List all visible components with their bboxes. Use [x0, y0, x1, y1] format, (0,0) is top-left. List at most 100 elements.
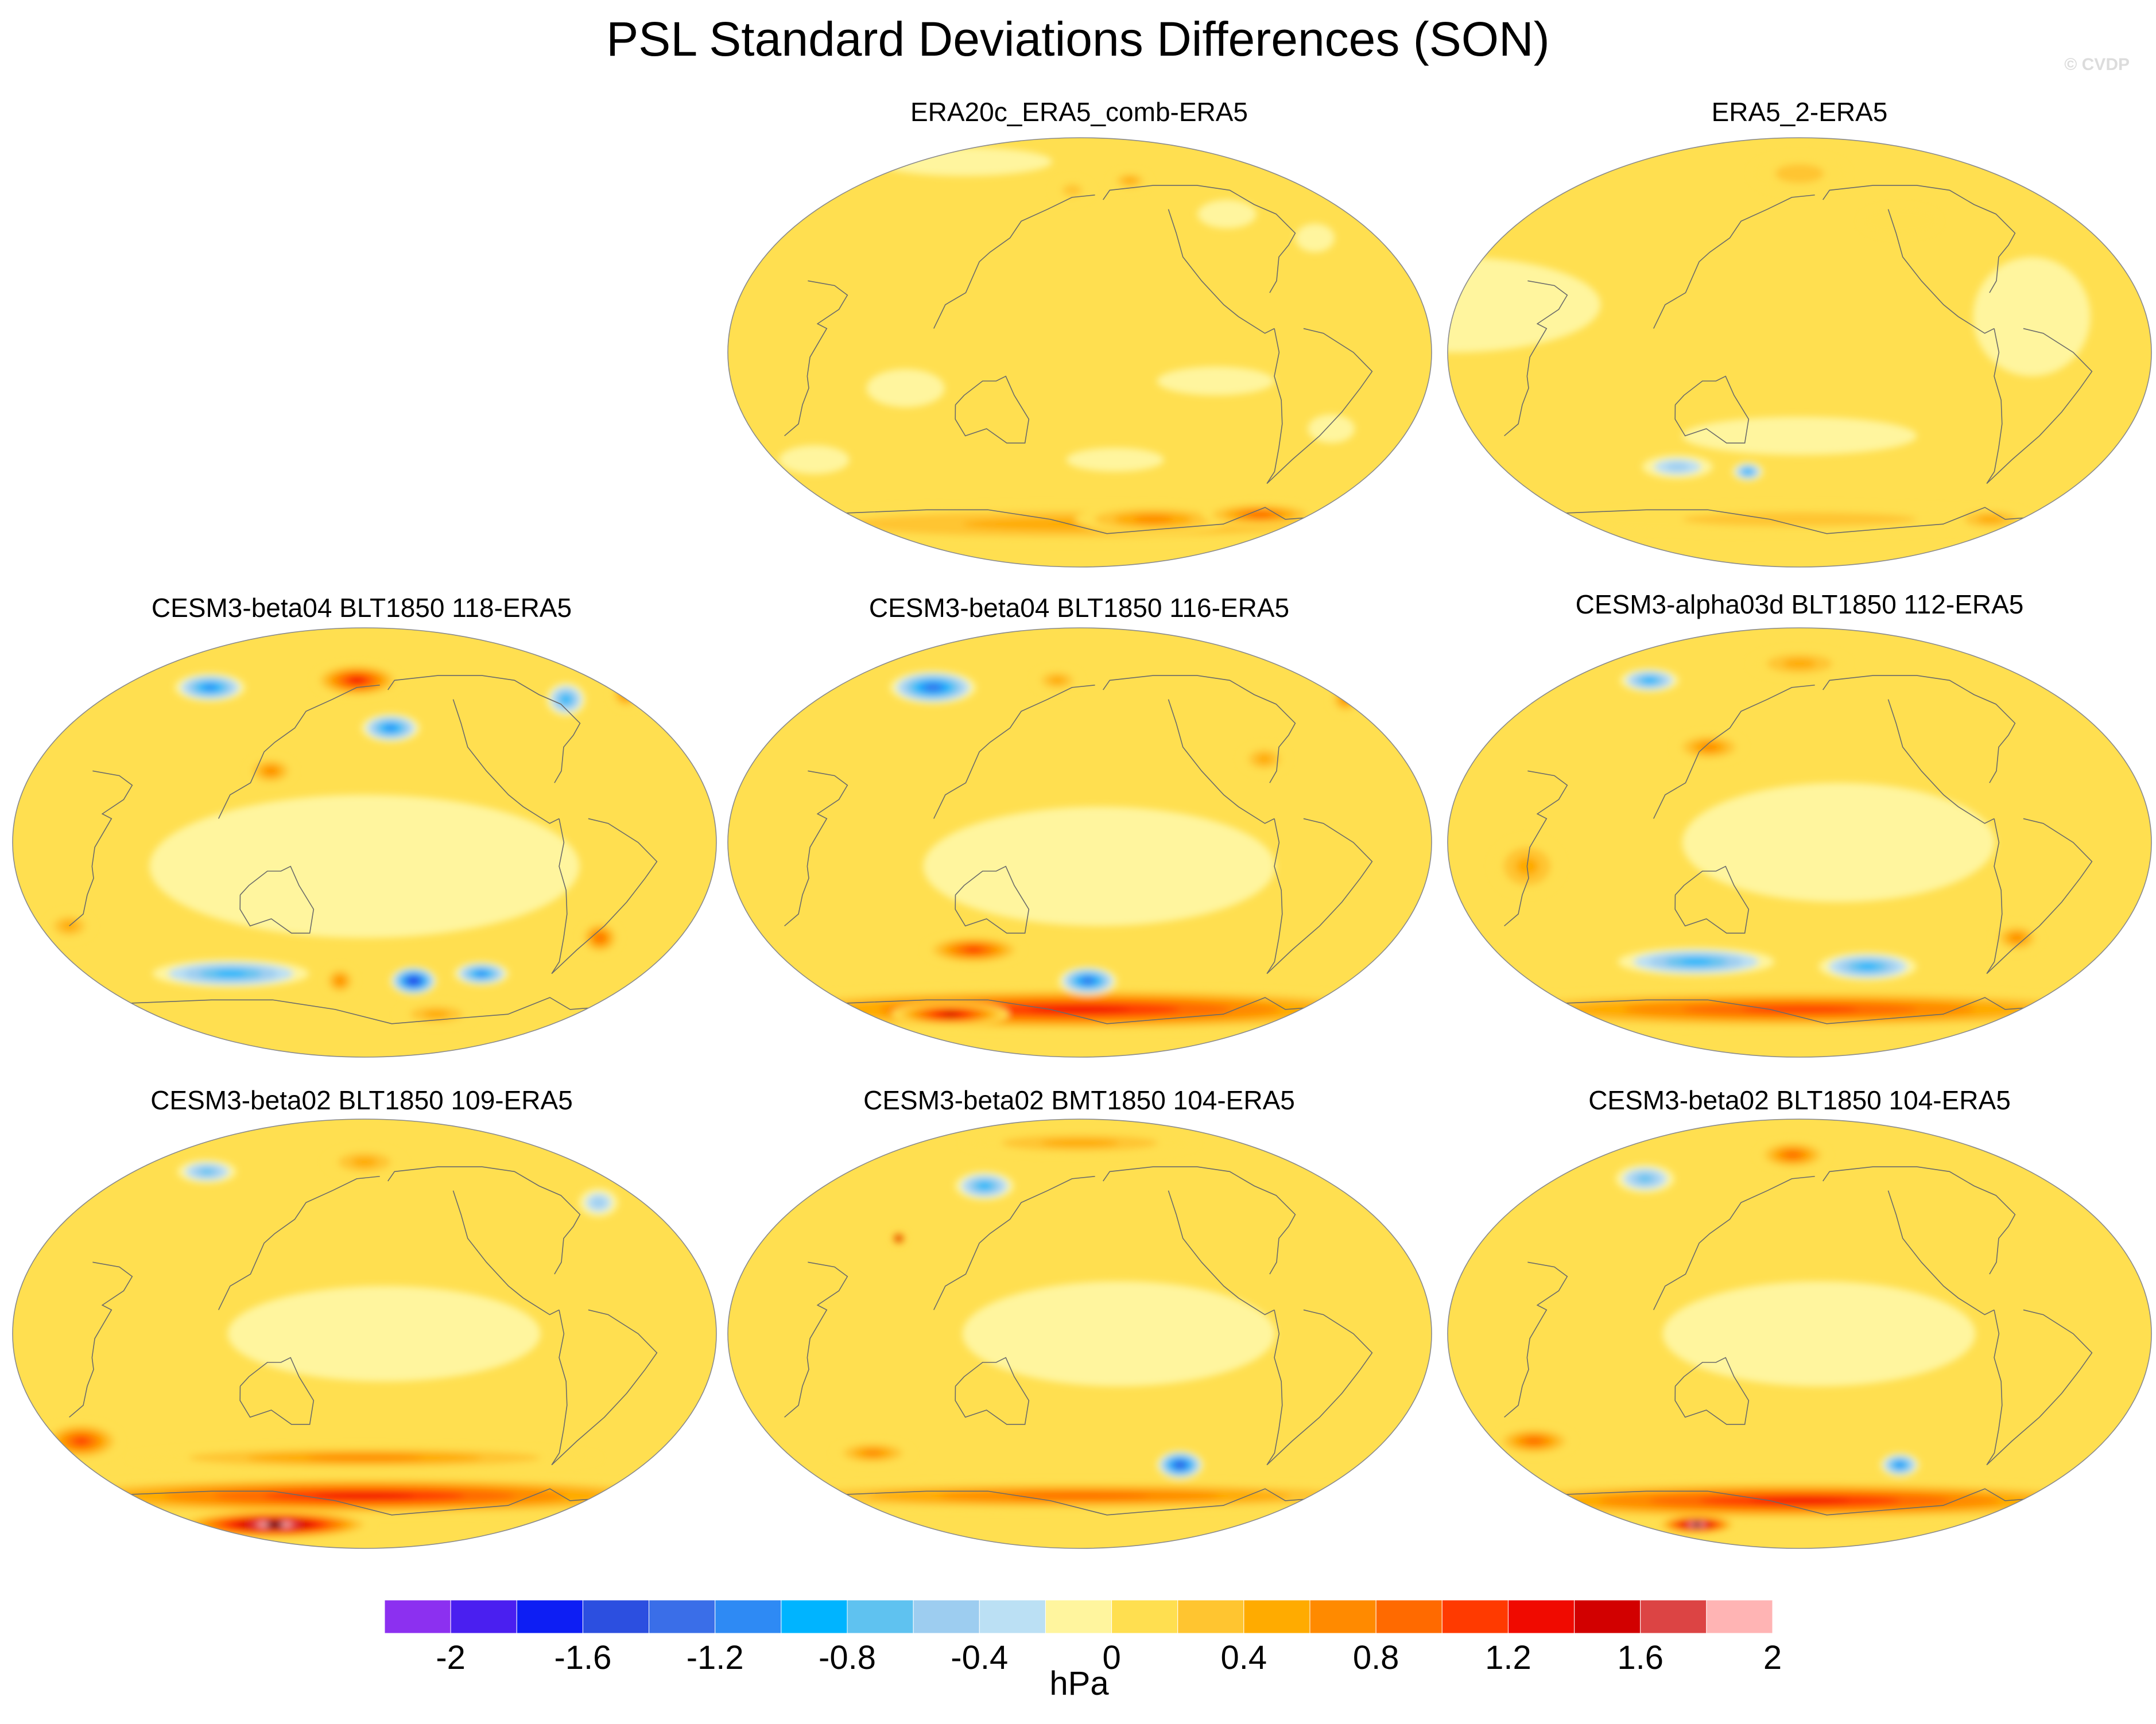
- colorbar-box: [847, 1599, 914, 1634]
- anomaly-contour: [1643, 677, 1655, 684]
- colorbar-box: [1111, 1599, 1178, 1634]
- anomaly-contour: [2011, 934, 2023, 942]
- coastline: [1168, 209, 1275, 334]
- coastline: [784, 866, 809, 927]
- anomaly-contour: [1176, 1462, 1184, 1468]
- anomaly-contour: [1515, 856, 1539, 876]
- coastline: [1674, 375, 1750, 444]
- anomaly-contour: [596, 934, 604, 942]
- coastline: [218, 1175, 380, 1310]
- coastline: [784, 1357, 809, 1418]
- map-background: [1448, 138, 2151, 567]
- anomaly-contour: [215, 970, 247, 977]
- anomaly-contour: [1775, 164, 1824, 183]
- map-frame: [1447, 137, 2152, 568]
- colorbar-box: [1375, 1599, 1442, 1634]
- coastline: [1504, 1357, 1529, 1418]
- coastline: [452, 699, 560, 824]
- coastline: [933, 1175, 1095, 1310]
- coastline: [806, 280, 848, 376]
- colorbar-tick-label: 1.6: [1617, 1639, 1663, 1676]
- coastline: [784, 376, 809, 437]
- coastline: [1266, 328, 1283, 484]
- anomaly-contour: [1256, 754, 1273, 764]
- colorbar-tick-label: -0.4: [951, 1639, 1008, 1676]
- anomaly-contour: [1682, 512, 1917, 527]
- coastline: [955, 865, 1030, 934]
- anomaly-contour: [351, 677, 363, 684]
- anomaly-contour: [1693, 1521, 1701, 1528]
- anomaly-contour: [1526, 1438, 1542, 1444]
- panel-title-beta04-116: CESM3-beta04 BLT1850 116-ERA5: [868, 593, 1290, 623]
- anomaly-contour: [1860, 207, 1939, 236]
- coastline: [1822, 675, 2016, 783]
- colorbar-tick-label: 0.4: [1221, 1639, 1267, 1676]
- anomaly-contour: [1029, 1006, 1130, 1013]
- coastline: [806, 770, 848, 867]
- anomaly-contour: [410, 978, 417, 984]
- colorbar-tick-label: 1.2: [1485, 1639, 1531, 1676]
- coastline: [218, 684, 380, 819]
- figure-title: PSL Standard Deviations Differences (SON…: [606, 12, 1550, 66]
- anomaly-contour: [1665, 463, 1689, 471]
- anomaly-contour: [926, 684, 940, 690]
- anomaly-contour: [1977, 515, 2004, 523]
- anomaly-contour: [965, 947, 982, 953]
- anomaly-contour: [1783, 659, 1816, 669]
- coastline: [1986, 1310, 2003, 1465]
- panel-title-era5-2: ERA5_2-ERA5: [1711, 97, 1888, 127]
- coastline: [452, 1190, 560, 1315]
- colorbar-box: [715, 1599, 782, 1634]
- coastline: [69, 866, 94, 927]
- anomaly-contour: [618, 687, 634, 702]
- anomaly-contour: [1785, 1152, 1800, 1158]
- colorbar-box: [1177, 1599, 1244, 1634]
- coastline: [1986, 328, 2003, 484]
- anomaly-contour: [351, 1157, 378, 1167]
- anomaly-contour: [1744, 468, 1751, 475]
- anomaly-contour: [1197, 200, 1257, 228]
- anomaly-contour: [227, 1286, 541, 1382]
- coastline: [239, 1357, 315, 1425]
- colorbar-box: [582, 1599, 650, 1634]
- anomaly-contour: [1009, 1493, 1150, 1499]
- anomaly-contour: [978, 1183, 991, 1189]
- anomaly-contour: [1295, 223, 1335, 253]
- anomaly-contour: [923, 806, 1275, 926]
- coastline: [91, 770, 133, 867]
- coastline: [1653, 684, 1815, 819]
- anomaly-contour: [895, 1235, 902, 1241]
- map-beta04-116: [727, 627, 1432, 1058]
- anomaly-contour: [204, 684, 216, 690]
- coastline: [955, 375, 1030, 444]
- map-frame: [727, 137, 1432, 568]
- anomaly-contour: [943, 1011, 958, 1018]
- panel-title-beta02-bmt104: CESM3-beta02 BMT1850 104-ERA5: [863, 1085, 1295, 1115]
- anomaly-contour: [1662, 1281, 1976, 1387]
- anomaly-contour: [1083, 978, 1092, 984]
- coastline: [1529, 1488, 2068, 1516]
- coastline: [387, 1166, 581, 1275]
- coastline: [933, 684, 1095, 819]
- colorbar-tick-label: 0.8: [1353, 1639, 1399, 1676]
- anomaly-contour: [876, 147, 1053, 176]
- coastline: [551, 818, 658, 974]
- anomaly-contour: [265, 767, 277, 775]
- coastline: [809, 1488, 1348, 1516]
- anomaly-contour: [1157, 366, 1275, 395]
- colorbar-box: [1574, 1599, 1641, 1634]
- anomaly-contour: [386, 725, 396, 731]
- coastline: [239, 865, 315, 934]
- colorbar-tick-label: -0.8: [819, 1639, 876, 1676]
- colorbar-tick-label: 2: [1763, 1639, 1782, 1676]
- coastline: [1103, 1166, 1296, 1275]
- panel-title-alpha03d-112: CESM3-alpha03d BLT1850 112-ERA5: [1575, 589, 2024, 619]
- coastline: [1103, 675, 1296, 783]
- colorbar-box: [1045, 1599, 1112, 1634]
- anomaly-contour: [1682, 417, 1917, 455]
- map-frame: [727, 1119, 1432, 1549]
- anomaly-contour: [592, 1198, 606, 1207]
- coastline: [1266, 328, 1373, 484]
- map-frame: [12, 1119, 717, 1549]
- coastline: [1504, 866, 1529, 927]
